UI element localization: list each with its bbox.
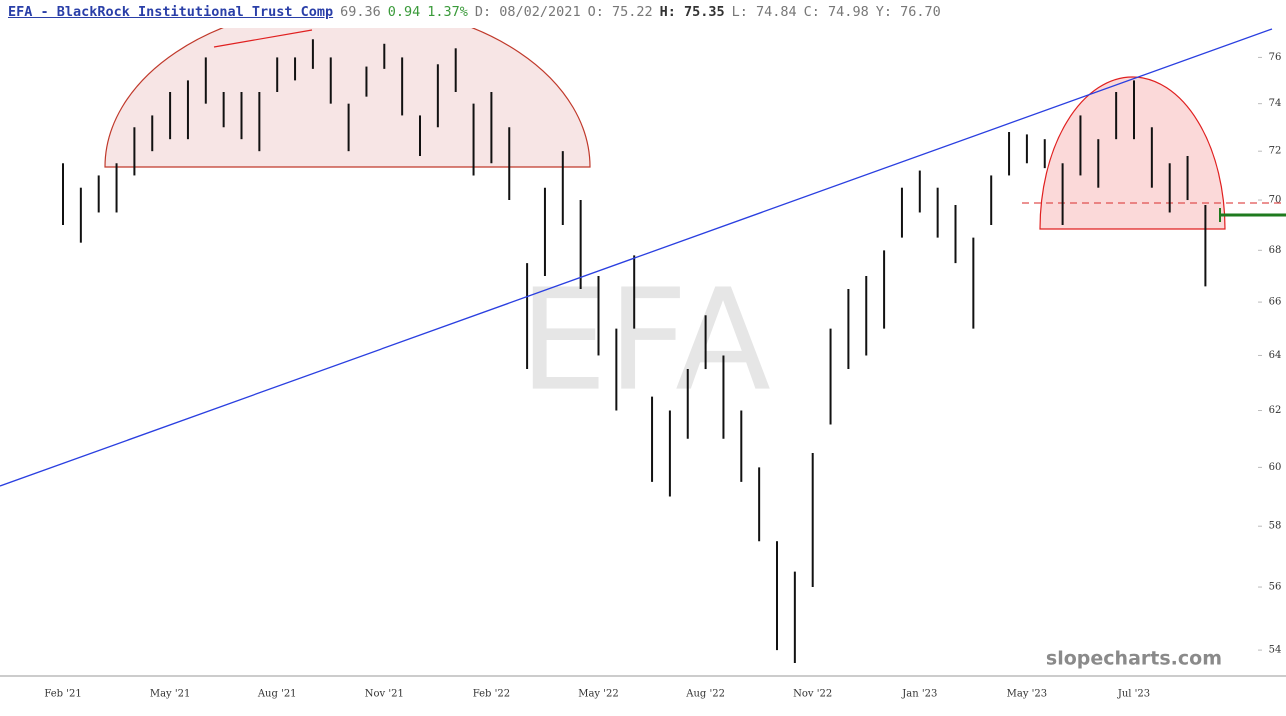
close: C: 74.98	[803, 4, 869, 20]
x-tick-label: Feb '21	[44, 689, 81, 700]
date: D: 08/02/2021	[474, 4, 581, 20]
y-tick-label: 70	[1269, 195, 1282, 206]
low: L: 74.84	[731, 4, 797, 20]
y-tick-label: 68	[1269, 245, 1282, 256]
x-tick-label: May '22	[578, 689, 619, 700]
x-tick-label: Jan '23	[901, 689, 937, 700]
x-tick-label: Aug '21	[257, 689, 297, 700]
x-tick-label: Jul '23	[1117, 689, 1150, 700]
annotations	[104, 28, 1286, 230]
x-tick-label: Feb '22	[473, 689, 510, 700]
header: EFA - BlackRock Institutional Trust Comp…	[8, 4, 948, 20]
symbol-link[interactable]: EFA - BlackRock Institutional Trust Comp	[8, 4, 334, 20]
y-tick-label: 58	[1269, 521, 1282, 532]
year-high: Y: 76.70	[875, 4, 941, 20]
change: 0.94	[387, 4, 421, 20]
y-tick-label: 74	[1269, 98, 1282, 109]
y-tick-label: 62	[1269, 405, 1282, 416]
y-tick-label: 56	[1269, 582, 1282, 593]
rounded-top-left	[104, 28, 591, 168]
y-tick-label: 66	[1269, 297, 1282, 308]
x-tick-label: Nov '21	[365, 689, 404, 700]
y-tick-label: 76	[1269, 52, 1282, 63]
x-tick-label: Nov '22	[793, 689, 832, 700]
rounded-top-right	[1039, 76, 1226, 230]
y-tick-label: 60	[1269, 462, 1282, 473]
change-percent: 1.37%	[427, 4, 468, 20]
high: H: 75.35	[659, 4, 725, 20]
x-tick-label: May '23	[1007, 689, 1048, 700]
open: O: 75.22	[587, 4, 653, 20]
watermark: EFA	[519, 260, 771, 423]
x-tick-label: Aug '22	[685, 689, 725, 700]
y-tick-label: 54	[1269, 645, 1282, 656]
x-tick-label: May '21	[150, 689, 191, 700]
brand: slopecharts.com	[1046, 648, 1222, 670]
y-tick-label: 72	[1269, 146, 1282, 157]
last-price: 69.36	[340, 4, 381, 20]
bars	[62, 39, 1207, 664]
red-trendline	[213, 29, 313, 48]
y-tick-label: 64	[1269, 350, 1282, 361]
trendline	[0, 28, 1273, 487]
